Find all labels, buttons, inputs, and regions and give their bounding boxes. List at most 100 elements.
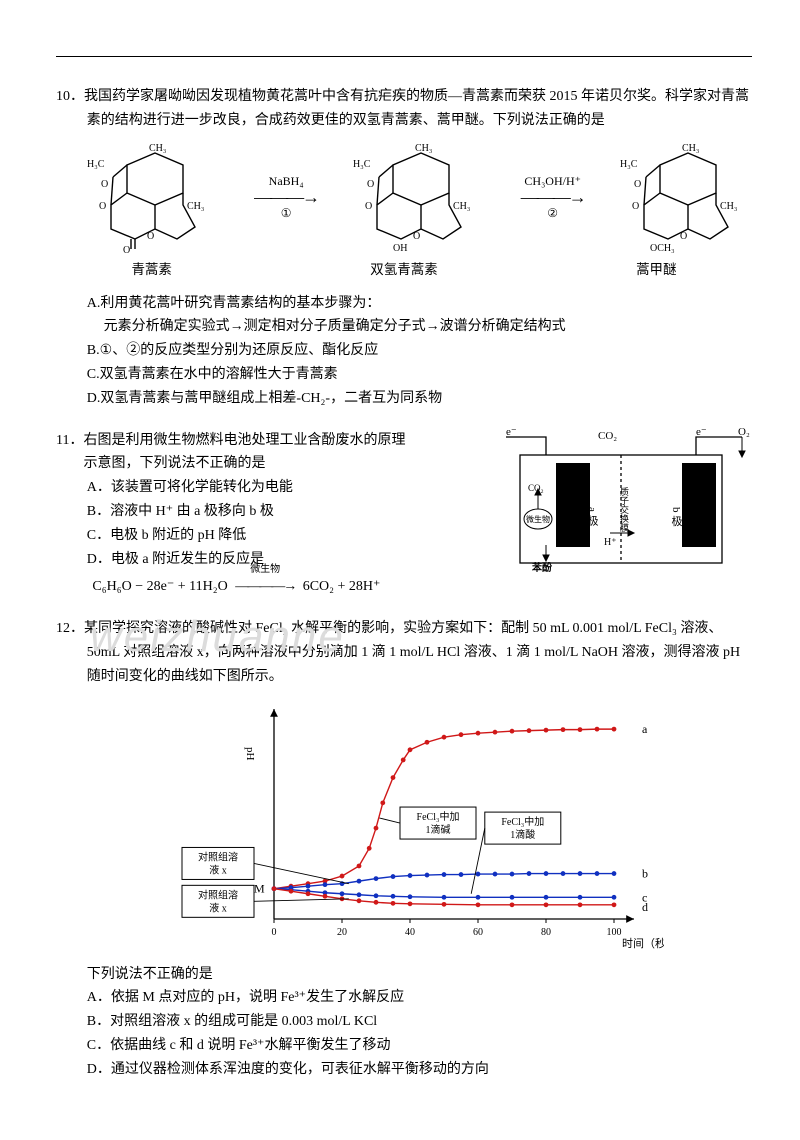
- svg-text:CO₂: CO₂: [528, 483, 544, 493]
- svg-text:液 x: 液 x: [209, 863, 227, 876]
- svg-text:CH₃: CH₃: [720, 201, 737, 212]
- svg-text:pH: pH: [244, 747, 256, 761]
- svg-text:质子交换膜: 质子交换膜: [619, 485, 629, 532]
- q11-number: 11．: [56, 433, 83, 448]
- svg-text:100: 100: [607, 927, 622, 938]
- svg-text:b: b: [642, 866, 648, 880]
- eq-rhs: 6CO₂ + 28H⁺: [303, 579, 381, 594]
- q12-option-A: A．依据 M 点对应的 pH，说明 Fe³⁺发生了水解反应: [87, 986, 752, 1010]
- label-h3c: H₃C: [87, 159, 105, 170]
- svg-text:O₂: O₂: [738, 427, 750, 438]
- svg-text:液 x: 液 x: [209, 901, 227, 914]
- q11-option-C: C．电极 b 附近的 pH 降低: [87, 524, 436, 548]
- name-3: 蒿甲醚: [590, 259, 722, 282]
- q10-option-C: C.双氢青蒿素在水中的溶解性大于青蒿素: [87, 363, 752, 387]
- svg-text:40: 40: [405, 927, 415, 938]
- q12-number: 12．: [56, 621, 84, 636]
- q12-option-C: C．依据曲线 c 和 d 说明 Fe³⁺水解平衡发生了移动: [87, 1034, 752, 1058]
- arrow1-number: ①: [254, 207, 318, 220]
- q12-option-D: D．通过仪器检测体系浑浊度的变化，可表征水解平衡移动的方向: [87, 1058, 752, 1082]
- q10-option-A: A.利用黄花蒿叶研究青蒿素结构的基本步骤为：: [87, 292, 752, 316]
- svg-text:CH₃: CH₃: [415, 143, 432, 154]
- q10-stem-text: 我国药学家屠呦呦因发现植物黄花蒿叶中含有抗疟疾的物质—青蒿素而荣获 2015 年…: [84, 89, 749, 128]
- svg-text:80: 80: [541, 927, 551, 938]
- name-2: 双氢青蒿素: [338, 259, 470, 282]
- reaction-arrow-1: NaBH₄ ———→ ①: [254, 175, 318, 221]
- svg-text:O: O: [413, 231, 420, 242]
- label-och3: OCH₃: [650, 243, 675, 253]
- label-oh: OH: [393, 243, 407, 253]
- svg-text:0: 0: [272, 927, 277, 938]
- svg-text:O: O: [632, 201, 639, 212]
- svg-text:1滴酸: 1滴酸: [510, 828, 535, 841]
- svg-text:O: O: [365, 201, 372, 212]
- label-ch3b: CH₃: [187, 201, 204, 212]
- question-12: 12．某同学探究溶液的酸碱性对 FeCl₃ 水解平衡的影响，实验方案如下：配制 …: [56, 617, 752, 1081]
- svg-text:e⁻: e⁻: [506, 427, 517, 438]
- q10-number: 10．: [56, 89, 84, 104]
- svg-text:H₃C: H₃C: [620, 159, 638, 170]
- svg-text:O: O: [634, 179, 641, 190]
- eq-arrow-label: 微生物: [235, 561, 295, 578]
- svg-text:对照组溶: 对照组溶: [198, 850, 238, 863]
- svg-text:O: O: [367, 179, 374, 190]
- q10-options: A.利用黄花蒿叶研究青蒿素结构的基本步骤为： 元素分析确定实验式→测定相对分子质…: [56, 292, 752, 411]
- q10-stem: 10．我国药学家屠呦呦因发现植物黄花蒿叶中含有抗疟疾的物质—青蒿素而荣获 201…: [56, 85, 752, 133]
- svg-text:a 极: a 极: [586, 507, 599, 526]
- svg-text:苯酚: 苯酚: [531, 561, 553, 574]
- svg-text:CO₂: CO₂: [598, 430, 617, 442]
- q12-option-B: B．对照组溶液 x 的组成可能是 0.003 mol/L KCl: [87, 1010, 752, 1034]
- structure-dihydro: CH₃ H₃C O O O OH CH₃: [353, 143, 485, 253]
- q12-options: A．依据 M 点对应的 pH，说明 Fe³⁺发生了水解反应 B．对照组溶液 x …: [56, 986, 752, 1081]
- svg-text:d: d: [642, 899, 648, 913]
- svg-text:b 极: b 极: [670, 507, 683, 527]
- question-11: 11．右图是利用微生物燃料电池处理工业含酚废水的原理 11．示意图，下列说法不正…: [56, 429, 752, 600]
- q11-stem: 11．右图是利用微生物燃料电池处理工业含酚废水的原理: [56, 429, 436, 453]
- q11-options: A．该装置可将化学能转化为电能 B．溶液中 H⁺ 由 a 极移向 b 极 C．电…: [56, 476, 436, 571]
- svg-text:a: a: [642, 722, 648, 736]
- q11-stem-l1: 右图是利用微生物燃料电池处理工业含酚废水的原理: [83, 433, 405, 448]
- svg-text:20: 20: [337, 927, 347, 938]
- eq-lhs: C₆H₆O − 28e⁻ + 11H₂O: [92, 579, 227, 594]
- structure-artemether: CH₃ H₃C O O O OCH₃ CH₃: [620, 143, 752, 253]
- q12-chart: 020406080100时间（秒）pHMabcd对照组溶液 x对照组溶液 xFe…: [56, 699, 752, 959]
- q11-option-A: A．该装置可将化学能转化为电能: [87, 476, 436, 500]
- arrow2-number: ②: [521, 207, 585, 220]
- reaction-arrow-2: CH₃OH/H⁺ ———→ ②: [521, 175, 585, 221]
- q11-fuelcell-diagram: e⁻ CO₂ e⁻ O₂ a 极 b 极 质子交换膜 微生物 CO₂ H⁺ 苯酚: [486, 427, 756, 586]
- svg-text:FeCl₃中加: FeCl₃中加: [417, 810, 460, 823]
- svg-text:CH₃: CH₃: [453, 201, 470, 212]
- svg-text:O: O: [680, 231, 687, 242]
- label-o4: O: [123, 245, 130, 253]
- svg-text:时间（秒）: 时间（秒）: [622, 936, 664, 950]
- label-o2: O: [99, 201, 106, 212]
- name-1: 青蒿素: [86, 259, 218, 282]
- question-10: 10．我国药学家屠呦呦因发现植物黄花蒿叶中含有抗疟疾的物质—青蒿素而荣获 201…: [56, 85, 752, 411]
- svg-text:1滴碱: 1滴碱: [426, 823, 451, 836]
- svg-text:60: 60: [473, 927, 483, 938]
- q10-option-A-line2: 元素分析确定实验式→测定相对分子质量确定分子式→波谱分析确定结构式: [87, 315, 752, 339]
- svg-text:H₃C: H₃C: [353, 159, 371, 170]
- q12-tail: 下列说法不正确的是: [56, 963, 752, 987]
- q11-stem-l2: 示意图，下列说法不正确的是: [83, 456, 265, 471]
- svg-text:FeCl₃中加: FeCl₃中加: [501, 815, 544, 828]
- q10-structure-names: 青蒿素 双氢青蒿素 蒿甲醚: [86, 259, 723, 282]
- svg-text:微生物: 微生物: [526, 514, 550, 524]
- top-rule: [56, 56, 752, 57]
- q10-option-D: D.双氢青蒿素与蒿甲醚组成上相差-CH₂-，二者互为同系物: [87, 387, 752, 411]
- svg-text:M: M: [254, 881, 265, 895]
- page: weizhuanne 10．我国药学家屠呦呦因发现植物黄花蒿叶中含有抗疟疾的物质…: [0, 0, 800, 1140]
- svg-text:CH₃: CH₃: [682, 143, 699, 154]
- label-o1: O: [101, 179, 108, 190]
- svg-text:e⁻: e⁻: [696, 427, 707, 438]
- svg-text:对照组溶: 对照组溶: [198, 888, 238, 901]
- label-ch3: CH₃: [149, 143, 166, 154]
- q11-option-B: B．溶液中 H⁺ 由 a 极移向 b 极: [87, 500, 436, 524]
- q12-stem-text: 某同学探究溶液的酸碱性对 FeCl₃ 水解平衡的影响，实验方案如下：配制 50 …: [84, 621, 740, 684]
- label-o3: O: [147, 231, 154, 242]
- q10-option-B: B.①、②的反应类型分别为还原反应、酯化反应: [87, 339, 752, 363]
- svg-text:H⁺: H⁺: [604, 537, 617, 548]
- structure-qinghaosu: CH₃ H₃C O O O O CH₃: [87, 143, 219, 253]
- q10-reaction-scheme: CH₃ H₃C O O O O CH₃ NaBH₄ ———→ ①: [87, 143, 752, 253]
- q12-stem: 12．某同学探究溶液的酸碱性对 FeCl₃ 水解平衡的影响，实验方案如下：配制 …: [56, 617, 752, 688]
